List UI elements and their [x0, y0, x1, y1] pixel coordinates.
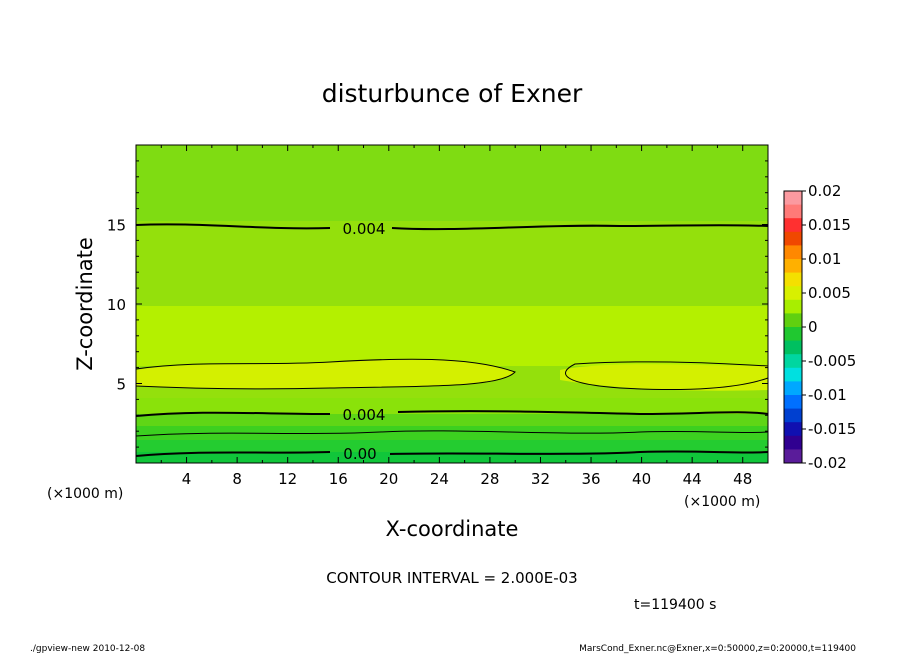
contour-label-bottom: 0.00 [343, 445, 376, 463]
colorbar-swatch [784, 286, 802, 301]
contour-line-0004-low [135, 410, 769, 417]
contour-line-0006-right [565, 361, 769, 391]
x-tick-label: 24 [430, 470, 449, 488]
x-tick-label: 48 [733, 470, 752, 488]
colorbar: 0.02 0.015 0.01 0.005 0 -0.005 -0.01 -0.015 -0.0… [783, 182, 856, 472]
y-tick-label: 5 [116, 376, 126, 394]
colorbar-swatch [784, 327, 802, 342]
colorbar-swatch [784, 299, 802, 314]
colorbar-tick-label: -0.02 [808, 454, 847, 472]
y-tick-label: 15 [107, 217, 126, 235]
colorbar-swatch [784, 367, 802, 382]
colorbar-swatch [784, 435, 802, 450]
x-axis: 4 8 12 16 20 24 28 32 36 40 44 48 [160, 145, 752, 488]
colorbar-swatch [784, 381, 802, 396]
y-unit-label: (×1000 m) [47, 486, 123, 502]
field-band-low-3 [136, 426, 768, 440]
colorbar-swatch [784, 204, 802, 219]
colorbar-tick-label: 0.015 [808, 216, 851, 234]
y-axis-title: Z-coordinate [73, 237, 97, 371]
chart-title: disturbunce of Exner [322, 79, 583, 108]
colorbar-swatch [784, 218, 802, 233]
footer-left: ./gpview-new 2010-12-08 [30, 644, 145, 654]
colorbar-swatch [784, 340, 802, 355]
contour-label-mid: 0.004 [343, 406, 386, 424]
colorbar-tick-label: -0.01 [808, 386, 847, 404]
x-tick-label: 40 [632, 470, 651, 488]
x-tick-label: 44 [683, 470, 702, 488]
time-text: t=119400 s [634, 597, 716, 613]
field-max-region-left [136, 359, 515, 389]
colorbar-tick-label: -0.005 [808, 352, 856, 370]
contour-line-0004-top [135, 223, 769, 231]
colorbar-tick-label: 0.01 [808, 250, 841, 268]
colorbar-swatch [784, 191, 802, 206]
colorbar-swatch [784, 408, 802, 423]
colorbar-tick-label: -0.015 [808, 420, 856, 438]
x-unit-label: (×1000 m) [684, 494, 760, 510]
field-band-mid [136, 306, 768, 366]
x-tick-label: 28 [480, 470, 499, 488]
x-tick-label: 4 [182, 470, 192, 488]
colorbar-swatch [784, 259, 802, 274]
colorbar-swatch [784, 395, 802, 410]
x-tick-label: 12 [278, 470, 297, 488]
contour-line-0000 [135, 450, 769, 457]
x-tick-label: 32 [531, 470, 550, 488]
field-band-upper [136, 145, 768, 221]
colorbar-swatch [784, 449, 802, 464]
footer-right: MarsCond_Exner.nc@Exner,x=0:50000,z=0:20… [579, 644, 856, 654]
colorbar-swatch [784, 245, 802, 260]
colorbar-swatch [784, 354, 802, 369]
plot-area: 0.004 0.004 0.00 [135, 144, 769, 464]
field-band-low-1 [136, 398, 768, 414]
colorbar-tick-label: 0 [808, 318, 818, 336]
x-tick-label: 8 [232, 470, 242, 488]
colorbar-swatch [784, 422, 802, 437]
x-axis-title: X-coordinate [386, 517, 519, 541]
colorbar-tick-label: 0.005 [808, 284, 851, 302]
contour-line-0006-left [135, 358, 516, 390]
colorbar-swatch [784, 272, 802, 287]
x-tick-label: 16 [329, 470, 348, 488]
colorbar-tick-label: 0.02 [808, 182, 841, 200]
field-band-low-4 [136, 440, 768, 452]
colorbar-swatch [784, 231, 802, 246]
contour-interval-text: CONTOUR INTERVAL = 2.000E-03 [326, 569, 577, 587]
field-band-low-2 [136, 414, 768, 426]
y-tick-label: 10 [107, 296, 126, 314]
contour-label-top: 0.004 [343, 220, 386, 238]
x-tick-label: 20 [379, 470, 398, 488]
x-tick-label: 36 [581, 470, 600, 488]
field-band-low-5 [136, 452, 768, 463]
colorbar-swatch [784, 313, 802, 328]
contour-line-0002 [135, 430, 769, 437]
y-axis: 5 10 15 [107, 160, 768, 448]
field-max-region-right [560, 364, 768, 391]
